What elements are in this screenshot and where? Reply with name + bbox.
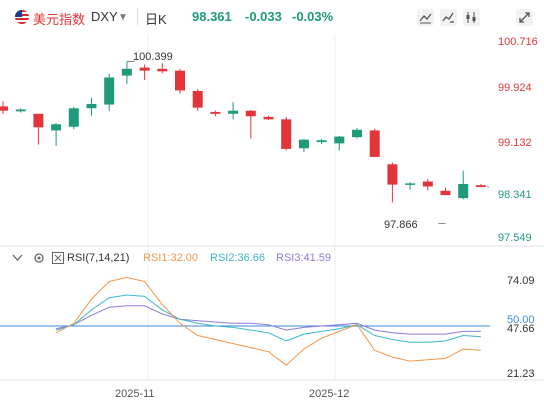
price-axis-label: 98.341 — [498, 189, 532, 201]
candle-body — [387, 164, 398, 185]
candle-body — [175, 70, 185, 91]
settings-button[interactable] — [463, 9, 480, 26]
candle-body — [104, 77, 115, 105]
rsi-axis-label: 50.00 — [507, 314, 535, 326]
rsi3-value: RSI3:41.59 — [276, 252, 332, 264]
rsi3-line — [55, 305, 481, 335]
settings-icon — [466, 12, 476, 23]
price-axis-label: 99.132 — [498, 137, 532, 149]
ticker-header: 美元指数 DXY ▼ 日K 98.361 -0.033 -0.03% — [0, 0, 544, 34]
candle-body — [0, 106, 8, 111]
candle-body — [157, 68, 168, 72]
close-icon[interactable] — [52, 252, 64, 264]
candle-body — [121, 68, 132, 76]
candle-body — [68, 108, 79, 127]
candle-body — [475, 185, 486, 188]
rsi-title: RSI(7,14,21) — [67, 252, 130, 264]
price-axis-label: 97.549 — [498, 232, 532, 244]
x-axis-label: 2025-11 — [115, 388, 155, 400]
last-price: 98.361 — [192, 9, 232, 24]
rsi1-line — [55, 276, 481, 366]
price-axis-label: 100.716 — [498, 36, 538, 48]
candle-body — [33, 113, 44, 128]
low-annotation: 97.866 — [384, 219, 418, 231]
expand-icon — [519, 12, 530, 23]
high-annotation: 100.399 — [133, 51, 173, 63]
candle-body — [405, 183, 416, 185]
rsi-series — [0, 276, 490, 366]
candle-body — [298, 139, 309, 149]
indicator-icon — [442, 12, 454, 23]
us-flag-icon — [15, 10, 29, 24]
header-divider — [137, 8, 138, 25]
gear-icon[interactable] — [33, 252, 45, 264]
candle-body — [15, 109, 26, 112]
price-axis-label: 99.924 — [498, 82, 532, 94]
chart-grid — [147, 34, 336, 380]
rsi-legend: RSI(7,14,21) RSI1:32.00 RSI2:36.66 RSI3:… — [0, 248, 544, 268]
candle-body — [228, 110, 239, 114]
price-change-pct: -0.03% — [292, 9, 334, 24]
collapse-icon[interactable] — [12, 253, 23, 262]
price-change: -0.033 — [245, 9, 282, 24]
rsi-axis-label: 21.23 — [507, 368, 535, 380]
candle-body — [139, 67, 150, 71]
period-selector[interactable]: 日K — [145, 12, 167, 27]
candle-body — [369, 130, 380, 157]
candle-body — [334, 136, 345, 144]
candle-body — [210, 111, 221, 114]
x-axis-label: 2025-12 — [309, 388, 350, 400]
chart-type-icon — [419, 13, 432, 24]
candle-body — [440, 190, 451, 196]
rsi2-line — [55, 294, 481, 343]
annotations — [126, 60, 446, 224]
candle-body — [458, 183, 469, 199]
rsi1-value: RSI1:32.00 — [143, 252, 199, 264]
expand-button[interactable] — [516, 9, 533, 26]
instrument-symbol[interactable]: DXY — [91, 9, 118, 24]
candle-body — [86, 103, 97, 109]
rsi2-value: RSI2:36.66 — [210, 252, 266, 264]
rsi-axis-label: 47.66 — [507, 323, 535, 335]
candle-body — [422, 181, 433, 187]
rsi-axis-label: 74.09 — [507, 275, 535, 287]
chevron-down-icon[interactable]: ▼ — [118, 12, 128, 23]
instrument-name: 美元指数 — [33, 12, 86, 27]
candle-body — [316, 140, 327, 143]
candle-body — [263, 116, 274, 120]
candle-body — [245, 110, 256, 117]
candle-body — [352, 129, 362, 138]
candle-body — [281, 119, 292, 149]
indicator-button[interactable] — [440, 9, 457, 26]
chart-type-button[interactable] — [417, 9, 434, 26]
candlestick-series — [0, 61, 490, 203]
candle-body — [192, 91, 203, 108]
candle-body — [51, 124, 62, 131]
